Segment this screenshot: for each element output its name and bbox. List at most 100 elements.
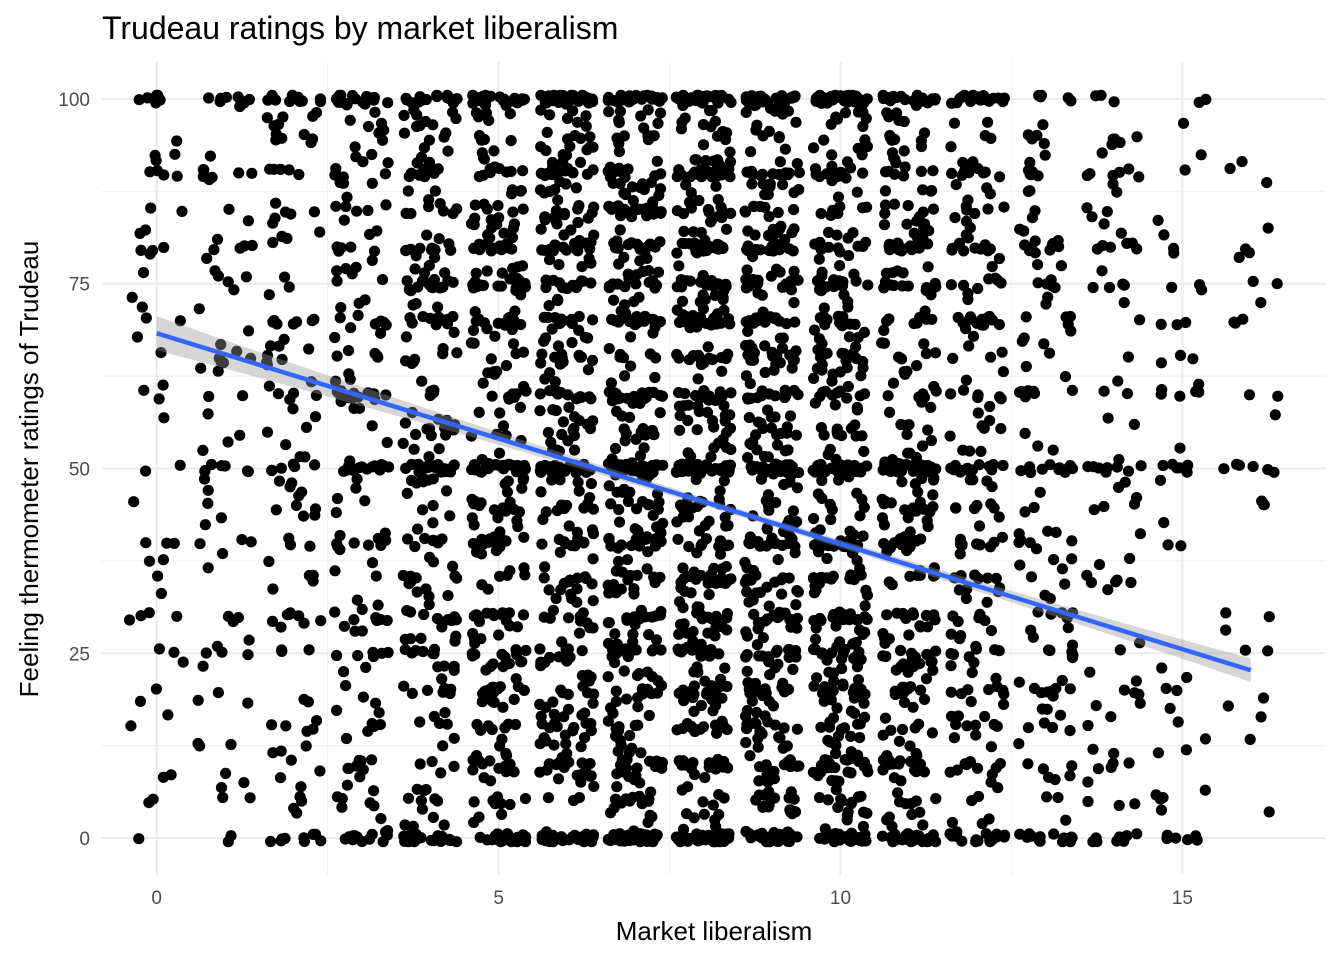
data-point (889, 133, 901, 146)
data-point (696, 538, 708, 551)
data-point (296, 95, 308, 107)
data-point (309, 509, 321, 521)
data-point (654, 107, 667, 119)
data-point (551, 444, 563, 456)
data-point (281, 609, 293, 621)
data-point (879, 185, 892, 197)
data-point (171, 610, 183, 622)
data-point (683, 238, 695, 250)
data-point (920, 348, 933, 360)
data-point (1116, 834, 1128, 847)
data-point (511, 514, 523, 527)
data-point (265, 835, 277, 848)
data-point (436, 621, 448, 633)
data-point (793, 184, 805, 196)
data-point (619, 370, 631, 382)
y-axis-label: Feeling thermometer ratings of Trudeau (14, 241, 44, 698)
data-point (832, 242, 844, 254)
data-point (407, 299, 419, 311)
data-point (687, 168, 700, 180)
data-point (399, 417, 411, 429)
data-point (1112, 481, 1125, 493)
data-point (241, 465, 254, 477)
data-point (1121, 388, 1133, 400)
data-point (713, 648, 725, 660)
data-point (845, 730, 857, 743)
data-point (500, 747, 512, 760)
data-point (620, 693, 633, 705)
data-point (546, 323, 558, 335)
data-point (1020, 311, 1032, 323)
data-point (702, 341, 714, 353)
data-point (912, 486, 924, 498)
data-point (1171, 319, 1183, 331)
data-point (916, 459, 928, 471)
data-point (152, 570, 164, 582)
data-point (614, 392, 627, 404)
data-point (1128, 418, 1140, 430)
data-point (1155, 357, 1167, 369)
data-point (411, 109, 423, 121)
data-point (140, 465, 152, 477)
data-point (643, 499, 655, 511)
data-point (447, 207, 459, 220)
data-point (819, 385, 832, 397)
data-point (415, 632, 427, 645)
data-point (283, 281, 295, 293)
data-point (215, 512, 227, 524)
data-point (951, 97, 963, 109)
data-point (851, 186, 863, 198)
data-point (945, 141, 957, 153)
data-point (695, 569, 707, 582)
data-point (411, 459, 423, 471)
data-point (649, 610, 662, 622)
data-point (401, 605, 413, 617)
data-point (836, 347, 848, 359)
data-point (852, 718, 864, 730)
data-point (410, 428, 422, 441)
data-point (216, 646, 228, 658)
data-point (925, 185, 937, 197)
data-point (611, 315, 623, 327)
data-point (629, 619, 641, 631)
data-point (877, 650, 889, 662)
data-point (777, 742, 789, 754)
data-point (177, 656, 189, 668)
data-point (1131, 131, 1143, 143)
data-point (486, 390, 498, 402)
data-point (969, 719, 982, 731)
data-point (887, 758, 899, 770)
data-point (1171, 684, 1183, 697)
data-point (349, 625, 361, 637)
data-point (966, 667, 978, 679)
data-point (964, 474, 976, 486)
data-point (561, 499, 573, 512)
data-point (541, 828, 553, 841)
data-point (952, 311, 964, 324)
data-point (162, 709, 174, 721)
data-point (791, 482, 804, 494)
data-point (741, 264, 753, 276)
data-point (952, 710, 965, 722)
data-point (960, 592, 973, 605)
data-point (139, 224, 152, 236)
data-point (584, 131, 596, 143)
data-point (899, 504, 911, 516)
data-point (776, 238, 789, 250)
data-point (1113, 454, 1125, 466)
data-point (217, 548, 229, 560)
data-point (429, 185, 441, 197)
data-point (609, 238, 621, 250)
data-point (788, 223, 800, 235)
data-point (962, 232, 974, 244)
data-point (716, 715, 728, 728)
data-point (507, 206, 519, 218)
data-point (628, 773, 640, 786)
data-point (740, 737, 752, 749)
data-point (879, 637, 891, 649)
data-point (215, 338, 227, 351)
data-point (856, 493, 868, 506)
data-point (993, 645, 1005, 657)
data-point (544, 243, 557, 255)
data-point (995, 423, 1007, 435)
